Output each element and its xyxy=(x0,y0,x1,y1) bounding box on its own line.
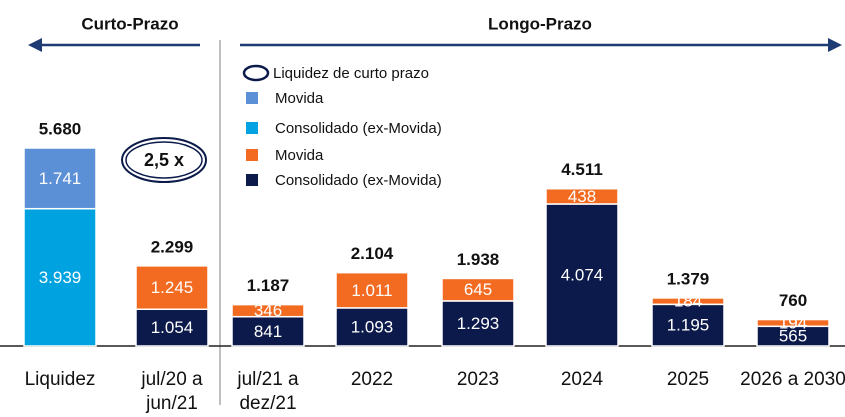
bar-segment xyxy=(23,147,97,210)
value-label: 565 xyxy=(779,327,807,346)
value-label: 1.741 xyxy=(39,169,82,188)
total-label: 5.680 xyxy=(39,119,82,138)
total-label: 1.379 xyxy=(667,269,710,288)
value-label: 1.245 xyxy=(151,278,194,297)
legend-swatch xyxy=(246,174,258,186)
total-label: 4.511 xyxy=(561,160,603,179)
bar-segment xyxy=(23,207,97,347)
x-tick-label: 2025 xyxy=(666,369,710,390)
header: Longo-Prazo xyxy=(488,14,592,33)
bar-segment xyxy=(651,303,725,347)
value-label: 3.939 xyxy=(39,268,82,287)
arrow-head xyxy=(828,38,842,52)
legend-label: Consolidado (ex-Movida) xyxy=(275,172,442,189)
value-label: 194 xyxy=(779,313,807,332)
x-tick-label: jul/20 a jun/21 xyxy=(141,369,203,414)
bar-segment xyxy=(335,307,409,347)
annotation-ellipse xyxy=(121,137,207,183)
x-tick-label: Liquidez xyxy=(24,369,96,390)
bar-segment xyxy=(545,203,619,347)
total-label: 1.938 xyxy=(457,250,500,269)
annotation-ellipse xyxy=(125,141,203,179)
legend-label: Movida xyxy=(275,90,324,107)
legend-swatch xyxy=(246,149,258,161)
bar-segment xyxy=(335,271,409,309)
x-tick-label: 2024 xyxy=(560,369,604,390)
value-label: 645 xyxy=(464,280,492,299)
legend-swatch xyxy=(246,122,258,134)
total-label: 1.187 xyxy=(247,276,290,295)
bar-segment xyxy=(441,277,515,302)
arrow-head xyxy=(28,38,42,52)
header: Curto-Prazo xyxy=(81,14,178,33)
value-label: 184 xyxy=(674,292,702,311)
legend-label: Liquidez de curto prazo xyxy=(273,65,429,82)
bar-segment xyxy=(231,303,305,318)
legend-ellipse xyxy=(242,64,270,82)
legend-label: Consolidado (ex-Movida) xyxy=(275,120,442,137)
value-label: 346 xyxy=(254,301,282,320)
x-tick-label: jul/21 a dez/21 xyxy=(237,369,299,414)
bar-segment xyxy=(756,318,830,328)
bar-segment xyxy=(651,297,725,306)
bar-segment xyxy=(545,187,619,205)
bar-segment xyxy=(135,265,209,311)
value-label: 4.074 xyxy=(561,265,604,284)
x-tick-label: 2023 xyxy=(456,369,500,390)
x-tick-label: 2022 xyxy=(350,369,394,390)
value-label: 1.195 xyxy=(667,316,710,335)
legend-label: Movida xyxy=(275,147,324,164)
total-label: 2.104 xyxy=(351,244,394,263)
value-label: 841 xyxy=(254,322,282,341)
bar-segment xyxy=(441,300,515,347)
legend-swatch xyxy=(246,92,258,104)
annotation: 2,5 x xyxy=(144,150,184,170)
value-label: 438 xyxy=(568,187,596,206)
x-tick-label: 2026 a 2030 xyxy=(740,369,845,390)
bar-segment xyxy=(135,308,209,347)
bar-segment xyxy=(231,315,305,347)
value-label: 1.011 xyxy=(351,281,392,300)
total-label: 760 xyxy=(779,291,807,310)
total-label: 2.299 xyxy=(151,237,194,256)
value-label: 1.054 xyxy=(151,318,194,337)
value-label: 1.293 xyxy=(457,314,500,333)
value-label: 1.093 xyxy=(351,317,394,336)
